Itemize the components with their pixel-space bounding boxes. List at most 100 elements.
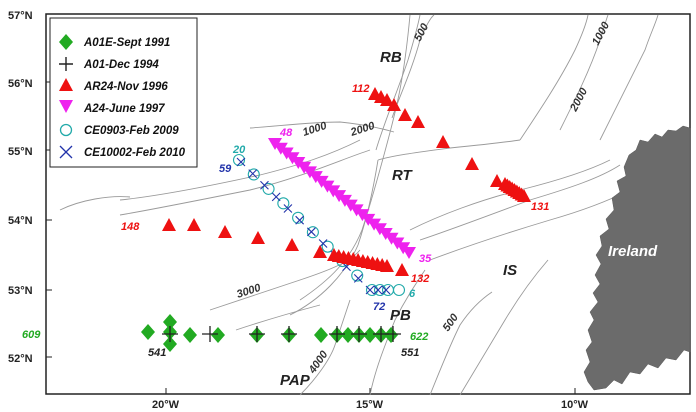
legend-label: A01E-Sept 1991 (83, 37, 170, 49)
station-marker-ce0903 (277, 197, 290, 210)
station-marker-ce0903 (232, 153, 246, 167)
station-marker-a01e (363, 327, 377, 343)
station-marker-ar24 (380, 259, 394, 272)
contour-line (249, 121, 395, 133)
contour-line (375, 14, 421, 151)
lat-label-55n: 55°N (8, 146, 33, 158)
station-marker-ce10002 (295, 215, 305, 225)
region-label-is: IS (503, 262, 517, 279)
station-marker-a01e (163, 314, 177, 330)
region-label-pb: PB (390, 307, 411, 324)
triangle-up-icon (59, 78, 73, 91)
legend-label: A01-Dec 1994 (83, 59, 159, 71)
station-label-541: 541 (148, 347, 166, 359)
legend-label: CE0903-Feb 2009 (84, 125, 179, 137)
station-marker-ce10002 (373, 285, 383, 295)
circle-icon (59, 123, 73, 137)
contour-line (391, 14, 435, 119)
station-marker-ce0903 (247, 168, 260, 181)
contour-line (59, 196, 131, 211)
station-marker-ar24 (517, 189, 531, 202)
station-marker-ar24 (251, 231, 265, 244)
region-label-rt: RT (392, 167, 414, 184)
station-marker-ce10002 (236, 157, 246, 167)
station-marker-ar24 (465, 157, 479, 170)
triangle-down-icon (59, 100, 73, 113)
station-marker-a01e (211, 327, 225, 343)
station-marker-a01 (351, 326, 367, 342)
station-marker-ar24 (313, 245, 327, 258)
legend-item-ce0903: CE0903-Feb 2009 (59, 123, 179, 137)
station-label-148: 148 (121, 221, 140, 233)
station-marker-ar24 (490, 174, 504, 187)
contour-line (459, 259, 549, 396)
station-label-609: 609 (22, 329, 41, 341)
contour-line (559, 14, 609, 131)
station-marker-ar24 (380, 93, 394, 106)
station-marker-ce10002 (381, 285, 391, 295)
station-marker-a01e (384, 327, 398, 343)
station-marker-ce0903 (292, 211, 305, 224)
legend-item-a01: A01-Dec 1994 (59, 57, 159, 71)
legend-box (49, 17, 198, 168)
station-marker-ce0903 (392, 283, 406, 297)
station-label-20: 20 (232, 144, 246, 156)
legend-item-a24: A24-June 1997 (59, 100, 165, 115)
station-marker-a01 (202, 326, 218, 342)
station-label-131: 131 (531, 201, 549, 213)
region-label-pap: PAP (280, 372, 311, 389)
legend-item-ce10002: CE10002-Feb 2010 (59, 145, 186, 159)
legend-label: CE10002-Feb 2010 (84, 147, 186, 159)
station-marker-ar24 (387, 98, 401, 111)
station-marker-ce0903 (306, 226, 319, 239)
station-label-72: 72 (373, 301, 385, 313)
lat-label-56n: 56°N (8, 78, 33, 90)
region-label-rb: RB (380, 49, 402, 66)
legend-item-a01e: A01E-Sept 1991 (59, 34, 170, 50)
station-marker-ce10002 (271, 192, 281, 202)
station-marker-ar24 (162, 218, 176, 231)
contour-line (519, 14, 589, 141)
contour-line (299, 299, 351, 396)
station-label-48: 48 (279, 127, 293, 139)
station-markers (141, 87, 531, 352)
contour-line (429, 189, 631, 261)
station-marker-ce10002 (248, 169, 258, 179)
diamond-icon (59, 34, 73, 50)
station-marker-a24 (402, 247, 416, 259)
station-label-6: 6 (409, 288, 416, 300)
contour-line (119, 149, 371, 216)
station-marker-a01 (329, 326, 345, 342)
lat-label-54n: 54°N (8, 215, 33, 227)
lat-label-57n: 57°N (8, 10, 33, 22)
station-marker-ce10002 (306, 227, 316, 237)
lat-label-53n: 53°N (8, 285, 33, 297)
contour-line (119, 139, 361, 201)
station-marker-ar24 (218, 225, 232, 238)
ireland-label: Ireland (608, 243, 658, 260)
station-marker-a01e (341, 327, 355, 343)
station-marker-a01 (249, 326, 265, 342)
lon-label-10w: 10°W (561, 399, 589, 411)
legend: A01E-Sept 1991 A01-Dec 1994 AR24-Nov 199… (49, 17, 198, 168)
station-label-132: 132 (411, 273, 429, 285)
station-marker-a01e (183, 327, 197, 343)
station-marker-ar24 (398, 108, 412, 121)
latitude-labels: 57°N 56°N 55°N 54°N 53°N 52°N (8, 10, 33, 365)
longitude-labels: 20°W 15°W 10°W (152, 399, 589, 411)
station-marker-ce10002 (283, 204, 293, 213)
station-label-59: 59 (219, 163, 232, 175)
station-marker-a01e (314, 327, 328, 343)
contour-line (599, 14, 659, 141)
contour-line (429, 291, 493, 396)
station-label-112: 112 (352, 83, 370, 95)
station-marker-ce10002 (365, 285, 375, 295)
x-icon (59, 145, 73, 159)
contour-line (419, 164, 621, 241)
ireland-landmass (583, 125, 691, 391)
station-marker-a01 (385, 326, 401, 342)
lon-label-15w: 15°W (356, 399, 384, 411)
lat-label-52n: 52°N (8, 353, 33, 365)
station-marker-a01e (141, 324, 155, 340)
station-marker-a01e (163, 336, 177, 352)
